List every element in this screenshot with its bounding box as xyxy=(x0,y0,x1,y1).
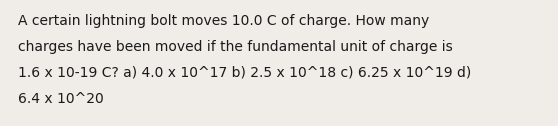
Text: 1.6 x 10-19 C? a) 4.0 x 10^17 b) 2.5 x 10^18 c) 6.25 x 10^19 d): 1.6 x 10-19 C? a) 4.0 x 10^17 b) 2.5 x 1… xyxy=(18,66,472,80)
Text: charges have been moved if the fundamental unit of charge is: charges have been moved if the fundament… xyxy=(18,40,453,54)
Text: 6.4 x 10^20: 6.4 x 10^20 xyxy=(18,92,104,106)
Text: A certain lightning bolt moves 10.0 C of charge. How many: A certain lightning bolt moves 10.0 C of… xyxy=(18,14,429,28)
